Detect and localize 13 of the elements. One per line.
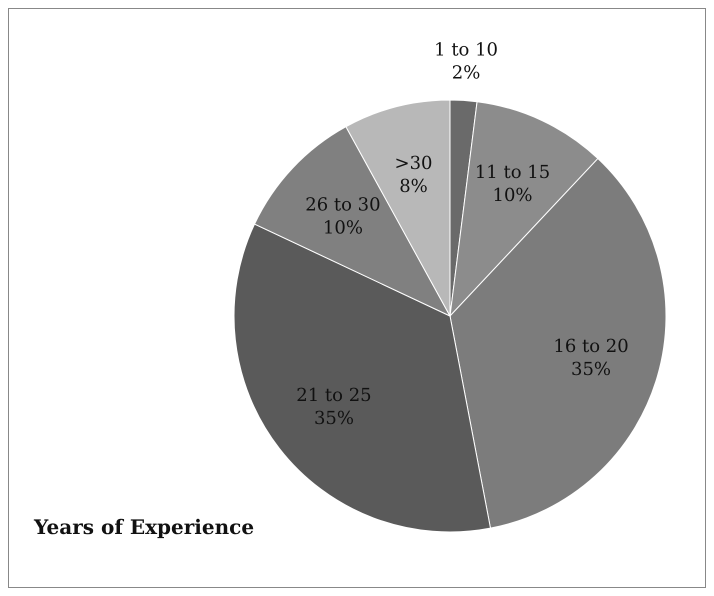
data-label: 35% [571,358,612,380]
data-label: 2% [452,62,480,84]
slice-label: 16 to 20 [553,336,629,357]
data-label: 10% [322,217,363,238]
data-label: 35% [314,408,354,430]
slice-label: 21 to 25 [296,385,372,406]
slice-label: >30 [394,152,432,174]
text: Years of Experience [33,515,254,539]
data-label: 8% [399,176,428,197]
slice-label: 1 to 10 [434,40,498,61]
slice-label: 11 to 15 [474,162,550,184]
data-label: 10% [492,185,533,206]
slice-label: 26 to 30 [305,194,381,216]
